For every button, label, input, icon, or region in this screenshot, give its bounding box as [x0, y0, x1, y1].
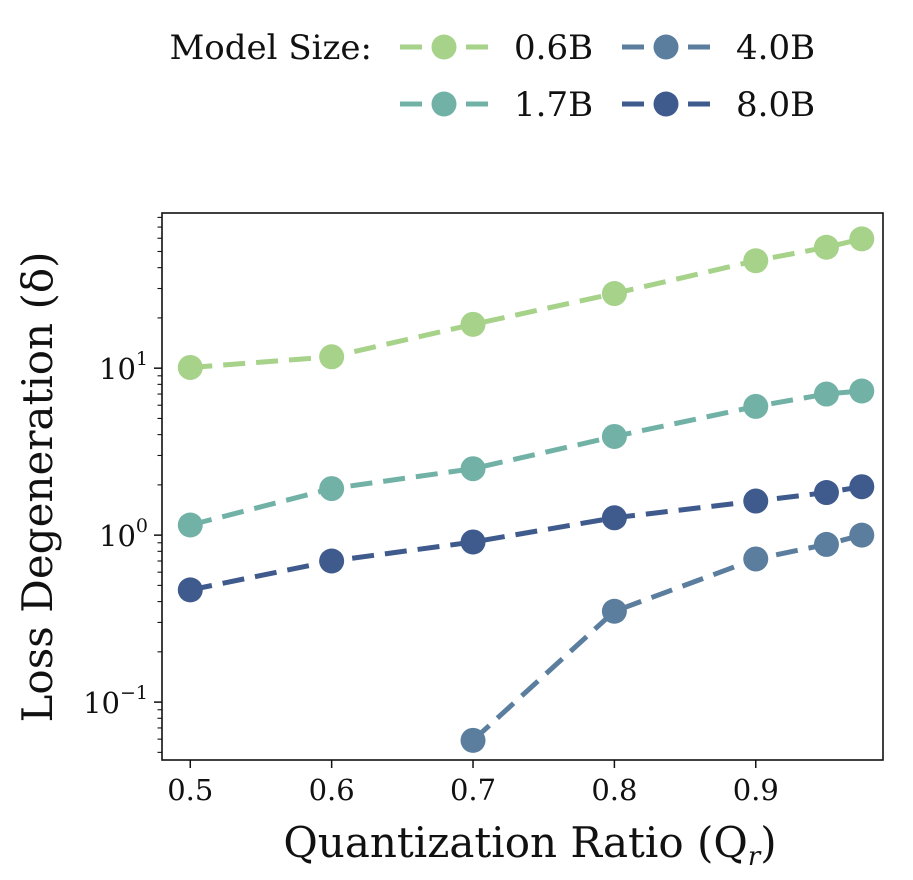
data-point: [460, 727, 486, 753]
series-8-0B: [177, 474, 875, 603]
data-point: [460, 456, 486, 482]
series-0-6B: [177, 226, 875, 380]
legend-entry-0-6B: 0.6B: [400, 28, 593, 68]
data-point: [849, 378, 875, 404]
y-tick-base: 10: [83, 686, 120, 720]
legend-label: 4.0B: [736, 28, 815, 68]
y-tick-exponent: −1: [120, 682, 148, 704]
legend: Model Size: 0.6B 4.0B 1.7B 8.0B: [169, 28, 815, 125]
y-tick-base: 10: [99, 352, 136, 386]
legend-marker-swatch: [653, 91, 679, 117]
legend-marker-swatch: [431, 34, 457, 60]
series-1-7B: [177, 378, 875, 538]
data-point: [813, 480, 839, 506]
x-axis: 0.5 0.6 0.7 0.8 0.9: [167, 760, 779, 807]
legend-entry-1-7B: 1.7B: [400, 85, 593, 125]
x-tick-label: 0.6: [309, 773, 355, 807]
legend-label: 8.0B: [736, 85, 815, 125]
x-tick-label: 0.8: [591, 773, 637, 807]
data-point: [319, 344, 345, 370]
y-tick-exponent: 0: [136, 515, 148, 537]
x-axis-title: Quantization Ratio (Qr): [283, 818, 776, 872]
data-point: [319, 548, 345, 574]
data-point: [813, 531, 839, 557]
y-tick-label: 10−1: [83, 682, 148, 720]
x-tick-label: 0.5: [167, 773, 213, 807]
data-point: [319, 476, 345, 502]
legend-label: 0.6B: [514, 28, 593, 68]
y-tick-base: 10: [99, 519, 136, 553]
data-point: [460, 529, 486, 555]
x-axis-title-subscript: r: [748, 842, 762, 872]
data-point: [177, 577, 203, 603]
y-tick-label: 100: [99, 515, 148, 553]
data-point: [743, 488, 769, 514]
data-point: [601, 598, 627, 624]
data-point: [849, 226, 875, 252]
x-axis-title-main: Quantization Ratio (Q: [283, 818, 747, 867]
x-axis-title-close: ): [760, 818, 776, 867]
data-point: [177, 354, 203, 380]
legend-entries: 0.6B 4.0B 1.7B 8.0B: [400, 28, 815, 125]
data-point: [177, 512, 203, 538]
series-line: [471, 532, 863, 743]
y-tick-label: 101: [99, 348, 148, 386]
series-4-0B: [460, 522, 875, 753]
data-point: [849, 522, 875, 548]
data-point: [743, 546, 769, 572]
data-point: [460, 311, 486, 337]
series-layer: [177, 226, 875, 753]
data-point: [813, 234, 839, 260]
y-axis-title: Loss Degeneration (δ): [13, 252, 62, 723]
legend-entry-4-0B: 4.0B: [622, 28, 815, 68]
data-point: [601, 423, 627, 449]
data-point: [743, 248, 769, 274]
legend-entry-8-0B: 8.0B: [622, 85, 815, 125]
data-point: [743, 393, 769, 419]
y-tick-exponent: 1: [136, 348, 148, 370]
data-point: [601, 505, 627, 531]
data-point: [849, 474, 875, 500]
data-point: [601, 281, 627, 307]
x-tick-label: 0.7: [450, 773, 496, 807]
x-tick-label: 0.9: [733, 773, 779, 807]
legend-label: 1.7B: [514, 85, 593, 125]
legend-title: Model Size:: [169, 28, 372, 68]
data-point: [813, 381, 839, 407]
legend-marker-swatch: [653, 34, 679, 60]
legend-marker-swatch: [431, 91, 457, 117]
plot-frame: [161, 212, 884, 761]
